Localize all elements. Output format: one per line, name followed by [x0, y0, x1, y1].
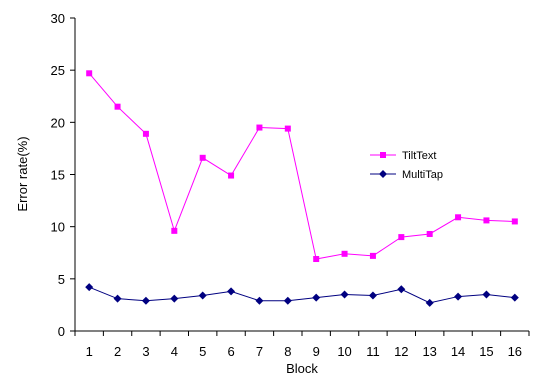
series-line-tilttext [88, 72, 515, 260]
y-tick-label: 25 [51, 63, 65, 78]
x-axis-title: Block [286, 361, 318, 376]
y-tick-label: 5 [58, 272, 65, 287]
y-tick-label: 30 [51, 11, 65, 26]
x-tick-label: 2 [114, 344, 121, 359]
x-tick-label: 11 [366, 344, 380, 359]
data-point-multitap [170, 294, 179, 303]
x-tick-label: 8 [284, 344, 291, 359]
data-point-multitap [141, 296, 150, 305]
x-tick-label: 7 [256, 344, 263, 359]
series-layer [85, 70, 519, 307]
data-point-multitap [482, 290, 491, 299]
x-tick-label: 6 [227, 344, 234, 359]
data-point-multitap [198, 291, 207, 300]
data-point-tilttext [398, 234, 405, 241]
data-point-multitap [454, 292, 463, 301]
series-tilttext [86, 70, 518, 263]
data-point-multitap [368, 291, 377, 300]
data-point-tilttext [483, 217, 490, 224]
data-point-tilttext [86, 70, 93, 77]
legend: TiltText MultiTap [370, 150, 443, 181]
data-point-tilttext [171, 227, 178, 234]
data-point-multitap [340, 290, 349, 299]
y-tick-label: 10 [51, 220, 65, 235]
legend-item-multitap: MultiTap [370, 169, 443, 181]
data-point-multitap [425, 298, 434, 307]
data-point-multitap [283, 296, 292, 305]
data-point-tilttext [426, 230, 433, 237]
data-point-tilttext [341, 250, 348, 257]
series-line-multitap [89, 286, 515, 304]
data-point-tilttext [256, 124, 263, 131]
data-point-tilttext [511, 218, 518, 225]
x-tick-label: 16 [508, 344, 522, 359]
legend-label-multitap: MultiTap [402, 169, 443, 181]
data-point-multitap [255, 296, 264, 305]
legend-marker [379, 170, 387, 178]
data-point-tilttext [228, 172, 235, 179]
x-tick-label: 1 [86, 344, 93, 359]
y-tick-label: 0 [58, 324, 65, 339]
x-tick-label: 9 [313, 344, 320, 359]
x-tick-label: 4 [171, 344, 178, 359]
legend-label-tilttext: TiltText [402, 150, 436, 162]
data-point-multitap [227, 287, 236, 296]
x-tick-label: 12 [394, 344, 408, 359]
data-point-tilttext [455, 214, 462, 221]
data-point-tilttext [142, 130, 149, 137]
data-point-multitap [85, 283, 94, 292]
y-tick-label: 20 [51, 115, 65, 130]
data-point-multitap [312, 293, 321, 302]
data-point-tilttext [199, 154, 206, 161]
x-tick-label: 3 [142, 344, 149, 359]
data-point-multitap [113, 294, 122, 303]
x-tick-label: 10 [337, 344, 351, 359]
data-point-tilttext [313, 256, 320, 263]
x-tick-label: 14 [451, 344, 465, 359]
data-point-tilttext [114, 103, 121, 110]
legend-marker [380, 152, 386, 158]
x-tick-label: 15 [479, 344, 493, 359]
y-tick-label: 15 [51, 168, 65, 183]
series-multitap [85, 283, 519, 307]
data-point-tilttext [369, 252, 376, 259]
data-point-multitap [397, 285, 406, 294]
legend-item-tilttext: TiltText [370, 150, 436, 162]
x-tick-label: 13 [422, 344, 436, 359]
data-point-tilttext [284, 125, 291, 132]
y-axis-title: Error rate(%) [15, 136, 30, 211]
x-tick-label: 5 [199, 344, 206, 359]
data-point-multitap [510, 293, 519, 302]
